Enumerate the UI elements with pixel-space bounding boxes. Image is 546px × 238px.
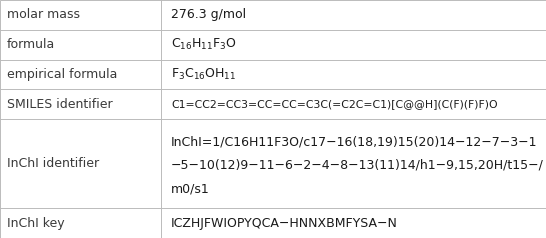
- Text: InChI key: InChI key: [7, 217, 64, 230]
- Text: $\mathregular{C_{16}H_{11}F_3O}$: $\mathregular{C_{16}H_{11}F_3O}$: [171, 37, 236, 52]
- Text: m0/s1: m0/s1: [171, 183, 210, 196]
- Text: ICZHJFWIOPYQCA−HNNXBMFYSA−N: ICZHJFWIOPYQCA−HNNXBMFYSA−N: [171, 217, 398, 230]
- Text: empirical formula: empirical formula: [7, 68, 117, 81]
- Text: InChI identifier: InChI identifier: [7, 157, 99, 170]
- Text: SMILES identifier: SMILES identifier: [7, 98, 112, 111]
- Text: $\mathregular{F_3C_{16}OH_{11}}$: $\mathregular{F_3C_{16}OH_{11}}$: [171, 67, 236, 82]
- Text: molar mass: molar mass: [7, 8, 80, 21]
- Text: InChI=1/C16H11F3O/c17−16(18,19)15(20)14−12−7−3−1: InChI=1/C16H11F3O/c17−16(18,19)15(20)14−…: [171, 135, 537, 148]
- Text: formula: formula: [7, 38, 55, 51]
- Text: 276.3 g/mol: 276.3 g/mol: [171, 8, 246, 21]
- Text: C1=CC2=CC3=CC=CC=C3C(=C2C=C1)[C@@H](C(F)(F)F)O: C1=CC2=CC3=CC=CC=C3C(=C2C=C1)[C@@H](C(F)…: [171, 99, 497, 109]
- Text: −5−10(12)9−11−6−2−4−8−13(11)14/h1−9,15,20H/t15−/: −5−10(12)9−11−6−2−4−8−13(11)14/h1−9,15,2…: [171, 159, 544, 172]
